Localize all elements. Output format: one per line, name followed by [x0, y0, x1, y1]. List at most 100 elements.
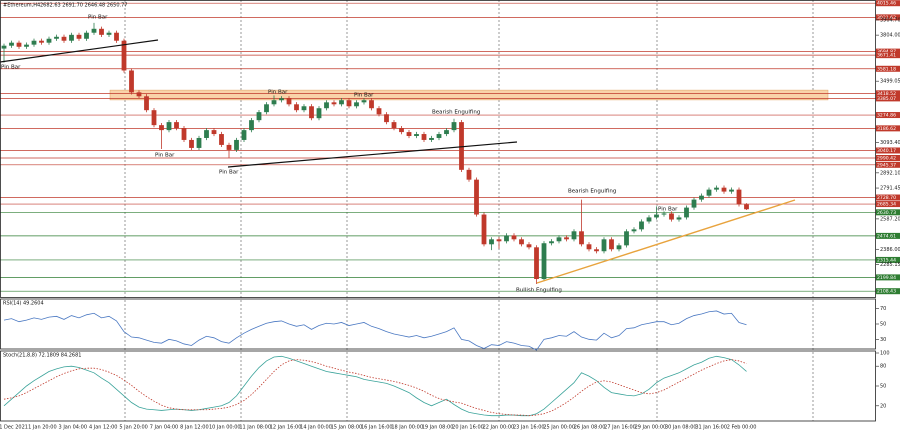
level-label: 3274.86 — [877, 113, 896, 119]
candle-body — [601, 239, 607, 252]
candle-body — [121, 40, 127, 71]
y-tick-label: 3093.40 — [880, 140, 900, 146]
x-tick-label: 11 Jan 08:00 — [239, 425, 271, 431]
y-tick-label: 80 — [880, 364, 886, 370]
level-box — [876, 112, 900, 119]
candle-body — [721, 187, 727, 192]
candle-body — [31, 40, 37, 45]
x-tick-label: 14 Jan 00:00 — [300, 425, 332, 431]
panel-borders — [0, 0, 876, 422]
level-label: 3040.17 — [877, 148, 896, 154]
candle-body — [706, 189, 712, 196]
candle-body — [586, 244, 592, 250]
candle-body — [61, 36, 67, 41]
y-tick-label: 2285.15 — [880, 262, 900, 268]
annotation: Pin Bar — [219, 170, 239, 176]
y-tick-label: 30 — [880, 337, 886, 343]
candle-body — [91, 28, 97, 33]
candle-body — [361, 100, 367, 103]
candle-body — [661, 213, 667, 215]
candle-body — [624, 231, 629, 246]
level-box — [876, 256, 900, 263]
candle-body — [324, 102, 329, 109]
candle-body — [174, 122, 179, 129]
x-tick-label: 25 Jan 00:00 — [543, 425, 575, 431]
zone — [109, 89, 829, 101]
y-tick-label: 20 — [880, 403, 886, 409]
level-box — [876, 232, 900, 239]
y-tick-label: 50 — [880, 384, 886, 390]
x-tick-label: 30 Jan 08:00 — [665, 425, 697, 431]
candle-body — [151, 110, 157, 126]
level-label: 3385.07 — [877, 96, 896, 102]
trendline — [0, 39, 159, 63]
x-tick-label: 31 Jan 16:00 — [695, 425, 727, 431]
level-box — [876, 0, 900, 7]
candle-body — [414, 134, 419, 137]
candle-body — [496, 239, 502, 242]
x-tick-label: 1 Jan 20:00 — [28, 425, 56, 431]
candle-body — [594, 249, 599, 252]
level-box — [876, 48, 900, 55]
candle-body — [9, 42, 14, 46]
level-label: 2474.61 — [877, 233, 896, 239]
level-box — [876, 154, 900, 161]
annotation: Bearish Engulfing — [568, 189, 616, 195]
candle-body — [376, 108, 382, 115]
candle-body — [99, 28, 104, 35]
level-label: 2199.84 — [877, 275, 896, 281]
y-tick-label: 2892.10 — [880, 170, 900, 176]
candle-body — [631, 229, 637, 232]
candle-body — [54, 36, 59, 39]
candle-body — [339, 100, 344, 105]
candle-body — [451, 122, 457, 131]
candle-body — [384, 114, 389, 123]
candle-body — [691, 199, 697, 208]
level-label: 3418.52 — [877, 91, 896, 97]
candle-body — [316, 108, 322, 119]
candle-body — [474, 179, 479, 215]
candle-body — [564, 237, 569, 240]
candle-body — [436, 134, 442, 138]
x-tick-label: 16 Jan 16:00 — [361, 425, 393, 431]
level-label: 3694.87 — [877, 49, 896, 55]
candle-body — [159, 125, 164, 131]
candle-body — [286, 98, 292, 105]
x-tick-label: 4 Jan 12:00 — [89, 425, 117, 431]
candle-body — [616, 245, 622, 250]
x-tick-label: 20 Jan 16:00 — [452, 425, 484, 431]
candle-body — [196, 137, 202, 148]
level-label: 2108.43 — [877, 289, 896, 295]
level-box — [876, 161, 900, 168]
y-tick-label: 70 — [880, 306, 886, 312]
x-tick-label: 31 Dec 2021 — [0, 425, 28, 431]
level-box — [876, 194, 900, 201]
level-label: 2685.34 — [877, 202, 896, 208]
candle-body — [189, 139, 194, 148]
level-label: 2630.73 — [877, 210, 896, 216]
candle-body — [609, 239, 614, 250]
candle-body — [271, 100, 277, 105]
candle-body — [459, 122, 464, 170]
symbol: #Ethereum,H4 — [3, 3, 40, 9]
candle-body — [444, 130, 449, 135]
candle-body — [24, 44, 29, 47]
candle-body — [46, 38, 52, 43]
candle-body — [241, 130, 247, 140]
candle-body — [369, 100, 374, 109]
candle-body — [481, 214, 487, 245]
x-tick-label: 26 Jan 08:00 — [574, 425, 606, 431]
candle-body — [249, 120, 254, 131]
level-label: 3581.18 — [877, 66, 896, 72]
x-tick-label: 18 Jan 00:00 — [391, 425, 423, 431]
candle-body — [654, 214, 659, 218]
candle-body — [684, 207, 689, 218]
level-label: 4015.46 — [877, 1, 896, 7]
candle-body — [354, 102, 359, 107]
candle-body — [429, 137, 434, 140]
x-tick-label: 8 Jan 12:00 — [180, 425, 208, 431]
candle-body — [136, 92, 142, 97]
level-box — [876, 14, 900, 21]
y-tick-label: 3804.00 — [880, 33, 900, 39]
